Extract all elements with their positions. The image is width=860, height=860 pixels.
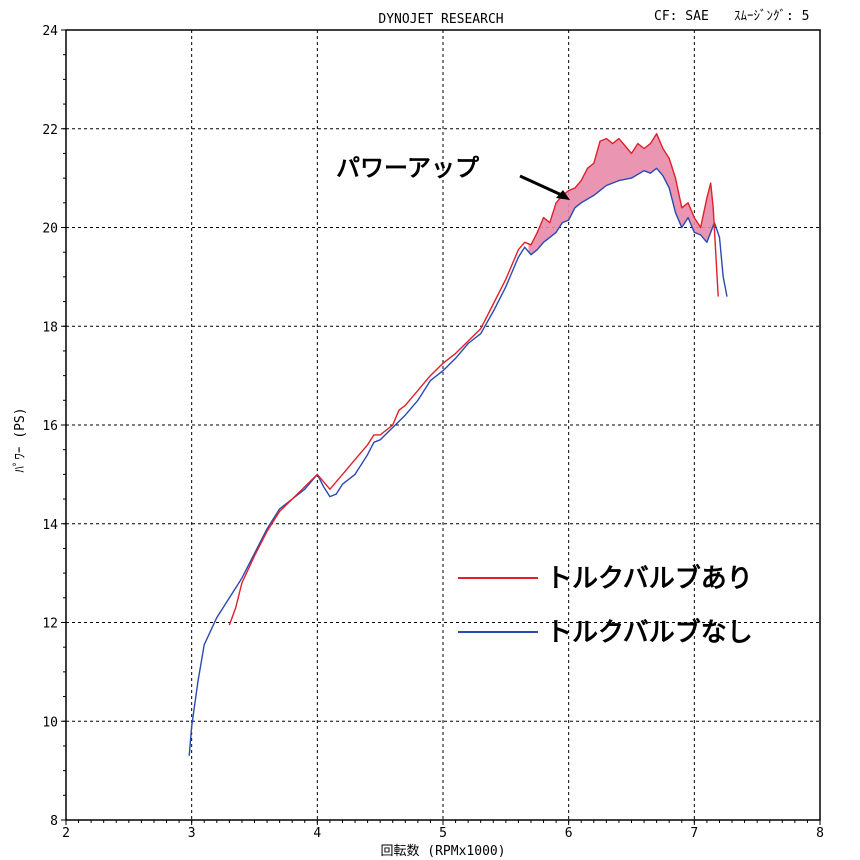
series-lines	[188, 133, 728, 756]
correction-factor-label: CF: SAE	[654, 9, 709, 24]
y-tick-label: 8	[50, 814, 58, 829]
x-tick-label: 8	[816, 826, 824, 841]
x-tick-label: 2	[62, 826, 70, 841]
series-line-without-valve	[188, 167, 728, 756]
y-tick-label: 10	[42, 715, 58, 730]
series-line-with-valve	[228, 133, 719, 626]
y-tick-label: 16	[42, 419, 58, 434]
x-tick-label: 3	[188, 826, 196, 841]
y-tick-label: 22	[42, 123, 58, 138]
x-axis-title: 回転数 (RPMx1000)	[380, 844, 505, 859]
power-up-annotation: パワーアップ	[336, 154, 480, 182]
annotation-arrowhead	[556, 190, 570, 200]
plot-frame	[65, 29, 821, 821]
x-tick-label: 4	[313, 826, 321, 841]
y-tick-label: 14	[42, 518, 58, 533]
legend: トルクバルブあり トルクバルブなし	[458, 563, 753, 648]
annotation-arrow	[519, 174, 567, 199]
smoothing-label: ｽﾑｰｼﾞﾝｸﾞ: 5	[734, 9, 809, 24]
axis-ticks: 2 3 4 5 6 7 8 8 10 12 14 16 18 20 22 24	[42, 24, 824, 841]
y-tick-label: 24	[42, 24, 58, 39]
x-tick-label: 6	[565, 826, 573, 841]
legend-label-with-valve: トルクバルブあり	[546, 563, 753, 594]
x-tick-label: 5	[439, 826, 447, 841]
x-tick-label: 7	[690, 826, 698, 841]
chart-title: DYNOJET RESEARCH	[378, 12, 503, 27]
y-tick-label: 20	[42, 222, 58, 237]
y-tick-label: 18	[42, 320, 58, 335]
grid	[66, 30, 820, 820]
legend-label-without-valve: トルクバルブなし	[546, 617, 753, 648]
y-axis-title: ﾊﾟﾜｰ (PS)	[13, 407, 28, 472]
y-tick-label: 12	[42, 617, 58, 632]
power-gain-area	[528, 133, 714, 255]
